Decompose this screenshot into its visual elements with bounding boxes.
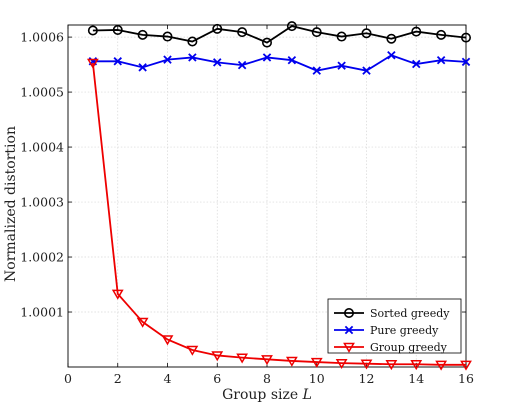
data-point-pure-greedy [362, 66, 371, 75]
data-point-group-greedy [161, 335, 174, 346]
series-line-pure-greedy [92, 54, 467, 72]
data-point-group-greedy [86, 58, 99, 69]
legend-label: Pure greedy [370, 324, 439, 337]
legend: Sorted greedy Pure greedy Group greedy [327, 298, 462, 354]
data-point-pure-greedy [436, 55, 446, 65]
data-point-group-greedy [360, 359, 373, 370]
legend-item-group-greedy: Group greedy [334, 341, 448, 354]
data-point-sorted-greedy [212, 23, 223, 34]
series-pure-greedy [88, 51, 471, 75]
data-point-pure-greedy [287, 55, 297, 65]
data-point-pure-greedy [163, 55, 172, 64]
series-line-sorted-greedy [92, 25, 467, 44]
data-point-sorted-greedy [411, 26, 422, 37]
data-point-group-greedy [211, 351, 224, 362]
data-point-pure-greedy [237, 60, 247, 70]
x-tick-label: 6 [213, 371, 221, 386]
data-point-pure-greedy [262, 53, 272, 62]
data-point-pure-greedy [312, 66, 321, 75]
data-point-sorted-greedy [386, 33, 397, 44]
series-group-greedy [86, 58, 472, 371]
legend-marker [343, 307, 354, 318]
data-point-sorted-greedy [261, 37, 272, 48]
x-tick-label: 10 [309, 371, 325, 386]
y-tick-label: 1.0003 [20, 195, 64, 210]
legend-item-sorted-greedy: Sorted greedy [334, 307, 450, 320]
legend-label: Group greedy [370, 341, 448, 354]
data-point-sorted-greedy [162, 31, 173, 42]
x-tick-label: 14 [408, 371, 424, 386]
y-tick-label: 1.0001 [20, 305, 64, 320]
data-point-sorted-greedy [112, 24, 123, 35]
legend-marker [344, 325, 354, 335]
y-tick-label: 1.0002 [20, 250, 64, 265]
data-point-sorted-greedy [361, 28, 372, 39]
data-point-sorted-greedy [187, 36, 198, 47]
data-point-group-greedy [335, 358, 348, 370]
data-point-pure-greedy [188, 53, 197, 62]
x-tick-label: 16 [458, 371, 474, 386]
data-point-sorted-greedy [460, 32, 471, 43]
data-point-pure-greedy [461, 57, 471, 67]
data-point-group-greedy [435, 360, 448, 371]
x-tick-label: 12 [359, 371, 375, 386]
data-point-group-greedy [410, 360, 423, 371]
y-axis-label: Normalized distortion [3, 126, 19, 282]
data-point-pure-greedy [412, 59, 421, 69]
data-point-group-greedy [236, 353, 249, 364]
data-point-group-greedy [111, 289, 124, 300]
data-point-pure-greedy [113, 57, 122, 66]
x-tick-label: 2 [114, 371, 122, 386]
series-line-group-greedy [91, 62, 466, 366]
data-point-group-greedy [136, 317, 149, 328]
y-tick-label: 1.0004 [20, 140, 64, 155]
y-tick-label: 1.0006 [20, 30, 64, 45]
x-tick-label: 0 [64, 371, 72, 386]
data-point-sorted-greedy [336, 31, 347, 42]
data-point-sorted-greedy [436, 29, 447, 40]
data-point-group-greedy [310, 357, 323, 368]
data-point-pure-greedy [387, 51, 396, 60]
data-point-sorted-greedy [237, 27, 248, 38]
data-point-group-greedy [385, 360, 398, 371]
data-point-sorted-greedy [87, 25, 98, 36]
data-point-group-greedy [261, 355, 273, 366]
data-point-group-greedy [285, 356, 298, 367]
data-point-group-greedy [460, 360, 472, 371]
data-point-group-greedy [186, 345, 199, 356]
data-point-pure-greedy [337, 61, 346, 70]
x-axis-label: Group size L [222, 387, 312, 403]
legend-marker [343, 342, 355, 353]
x-tick-label: 8 [263, 371, 271, 386]
data-point-pure-greedy [213, 58, 222, 67]
data-point-pure-greedy [138, 63, 147, 72]
data-point-sorted-greedy [311, 27, 322, 38]
data-point-sorted-greedy [286, 21, 297, 32]
series-group [86, 21, 472, 371]
legend-label: Sorted greedy [370, 307, 450, 320]
y-tick-label: 1.0005 [20, 85, 64, 100]
series-sorted-greedy [87, 21, 471, 48]
data-point-sorted-greedy [137, 29, 148, 40]
tick-labels: 0 2 4 6 8 10 12 14 16 1.0001 1.0002 1.0003 1.0004 1.0… [20, 30, 474, 386]
x-tick-label: 4 [164, 371, 172, 386]
legend-item-pure-greedy: Pure greedy [334, 324, 439, 337]
